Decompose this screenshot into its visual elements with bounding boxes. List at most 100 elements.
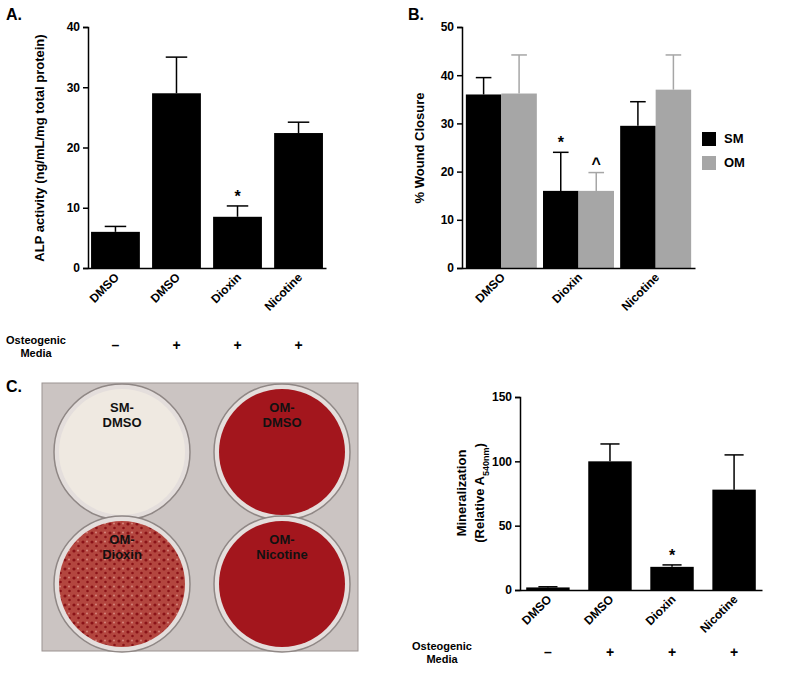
error-bar bbox=[725, 455, 744, 490]
error-bar bbox=[600, 444, 619, 461]
y-tick: 40 bbox=[67, 20, 88, 34]
y-tick-mark bbox=[515, 525, 520, 527]
x-tick: DMSO bbox=[519, 590, 554, 628]
y-axis-title-part: 540nm bbox=[481, 448, 491, 477]
x-tick-label: Nicotine bbox=[619, 270, 663, 314]
error-cap bbox=[600, 443, 619, 445]
error-cap bbox=[166, 56, 187, 58]
y-tick-label: 20 bbox=[441, 165, 455, 179]
x-tick-label: Dioxin bbox=[208, 270, 244, 306]
bar bbox=[650, 567, 693, 590]
y-tick-mark bbox=[457, 171, 462, 173]
x-tick-label: Dioxin bbox=[549, 270, 585, 306]
y-tick-mark bbox=[83, 147, 88, 149]
media-row-label: Media bbox=[20, 347, 52, 359]
error-cap bbox=[666, 54, 682, 56]
error-cap bbox=[538, 586, 557, 588]
well-label: Nicotine bbox=[256, 547, 307, 562]
y-tick-label: 100 bbox=[492, 455, 512, 469]
bar bbox=[152, 93, 201, 268]
legend-label: SM bbox=[724, 131, 744, 146]
x-tick: Dioxin bbox=[643, 590, 679, 628]
error-stem bbox=[115, 226, 117, 231]
error-stem bbox=[518, 55, 520, 94]
well-label: OM- bbox=[269, 400, 294, 415]
error-cap bbox=[227, 205, 248, 207]
x-tick-label: Dioxin bbox=[643, 592, 679, 628]
chart-panel: *010203040DMSODMSODioxinNicotineALP acti… bbox=[6, 6, 327, 359]
error-stem bbox=[483, 78, 485, 95]
x-tick: Nicotine bbox=[619, 268, 663, 314]
well bbox=[59, 521, 185, 647]
x-axis-line bbox=[89, 268, 327, 270]
y-tick-mark bbox=[457, 123, 462, 125]
y-tick-mark bbox=[457, 268, 462, 270]
bar bbox=[620, 126, 655, 268]
significance-marker: * bbox=[234, 188, 241, 205]
well bbox=[219, 389, 345, 515]
y-tick-label: 10 bbox=[67, 201, 81, 215]
error-stem bbox=[237, 206, 239, 217]
plot-area bbox=[91, 57, 323, 268]
x-tick: DMSO bbox=[87, 268, 122, 306]
y-tick-mark bbox=[457, 27, 462, 29]
error-bar bbox=[227, 206, 248, 217]
media-row-sign: + bbox=[668, 644, 676, 660]
significance-marker: * bbox=[669, 547, 676, 564]
error-bar bbox=[511, 55, 527, 94]
annotations: * bbox=[669, 547, 676, 564]
error-bar bbox=[662, 565, 681, 567]
x-tick: Dioxin bbox=[549, 268, 585, 306]
y-tick: 100 bbox=[492, 455, 520, 469]
y-axis: 01020304050 bbox=[441, 20, 463, 275]
y-tick-label: 50 bbox=[499, 519, 513, 533]
x-axis-line bbox=[463, 268, 696, 270]
error-bar bbox=[166, 57, 187, 93]
error-cap bbox=[725, 454, 744, 456]
annotations: * bbox=[234, 188, 241, 205]
x-tick: Dioxin bbox=[208, 268, 244, 306]
plot-area bbox=[466, 55, 691, 268]
media-row-label: Media bbox=[426, 653, 458, 665]
y-tick-mark bbox=[515, 397, 520, 399]
media-row-sign: + bbox=[233, 337, 241, 353]
media-row-sign: + bbox=[606, 644, 614, 660]
x-tick: DMSO bbox=[148, 268, 183, 306]
y-tick: 50 bbox=[441, 20, 462, 34]
error-cap bbox=[630, 101, 646, 103]
media-row-label: Osteogenic bbox=[6, 334, 66, 346]
x-tick-label: Nicotine bbox=[697, 592, 741, 636]
y-tick: 30 bbox=[441, 117, 462, 131]
y-tick-mark bbox=[83, 268, 88, 270]
x-tick-label: DMSO bbox=[87, 270, 122, 305]
y-tick-label: 40 bbox=[441, 69, 455, 83]
well-label: DMSO bbox=[263, 415, 302, 430]
x-axis: DMSODMSODioxinNicotine bbox=[519, 590, 762, 636]
media-row-sign: + bbox=[172, 337, 180, 353]
bar bbox=[274, 133, 323, 268]
y-tick-mark bbox=[83, 27, 88, 29]
error-bar bbox=[538, 586, 557, 588]
legend-swatch bbox=[702, 132, 716, 146]
error-bar bbox=[666, 55, 682, 90]
y-axis-title: Mineralization bbox=[454, 450, 469, 537]
error-stem bbox=[298, 122, 300, 133]
well-label: OM- bbox=[109, 532, 134, 547]
error-cap bbox=[588, 172, 604, 174]
well-rim bbox=[54, 384, 190, 520]
well bbox=[219, 521, 345, 647]
bar bbox=[579, 191, 614, 268]
error-cap bbox=[662, 564, 681, 566]
legend-swatch bbox=[702, 156, 716, 170]
y-tick: 0 bbox=[73, 261, 88, 275]
y-tick-mark bbox=[457, 220, 462, 222]
y-tick-label: 0 bbox=[505, 583, 512, 597]
y-tick-label: 50 bbox=[441, 20, 455, 34]
error-cap bbox=[553, 152, 569, 154]
media-row-sign: – bbox=[112, 337, 120, 353]
error-bar bbox=[588, 173, 604, 191]
y-tick-label: 40 bbox=[67, 20, 81, 34]
y-tick-label: 30 bbox=[441, 117, 455, 131]
y-tick: 0 bbox=[447, 261, 462, 275]
media-row-sign: – bbox=[544, 644, 552, 660]
